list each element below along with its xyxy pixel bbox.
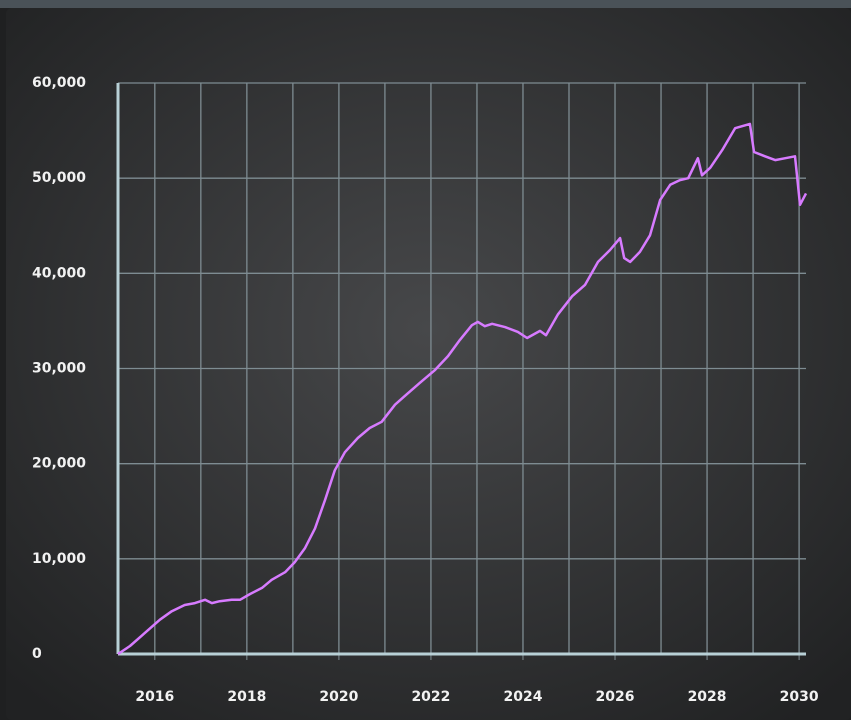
x-tick-label: 2016 bbox=[135, 689, 174, 705]
y-tick-label: 40,000 bbox=[32, 265, 86, 281]
x-tick-label: 2018 bbox=[227, 689, 266, 705]
x-tick-label: 2020 bbox=[319, 689, 358, 705]
top-strip bbox=[0, 0, 851, 8]
x-tick-label: 2028 bbox=[688, 689, 727, 705]
x-tick-label: 2022 bbox=[411, 689, 450, 705]
x-tick-label: 2024 bbox=[503, 689, 542, 705]
y-tick-label: 0 bbox=[32, 646, 42, 662]
x-tick-label: 2026 bbox=[596, 689, 635, 705]
y-tick-label: 30,000 bbox=[32, 361, 86, 377]
y-tick-label: 60,000 bbox=[32, 75, 86, 91]
y-tick-label: 20,000 bbox=[32, 456, 86, 472]
y-tick-label: 50,000 bbox=[32, 170, 86, 186]
y-tick-label: 10,000 bbox=[32, 551, 86, 567]
x-tick-label: 2030 bbox=[780, 689, 819, 705]
data-line bbox=[117, 122, 808, 656]
panel bbox=[6, 8, 851, 720]
